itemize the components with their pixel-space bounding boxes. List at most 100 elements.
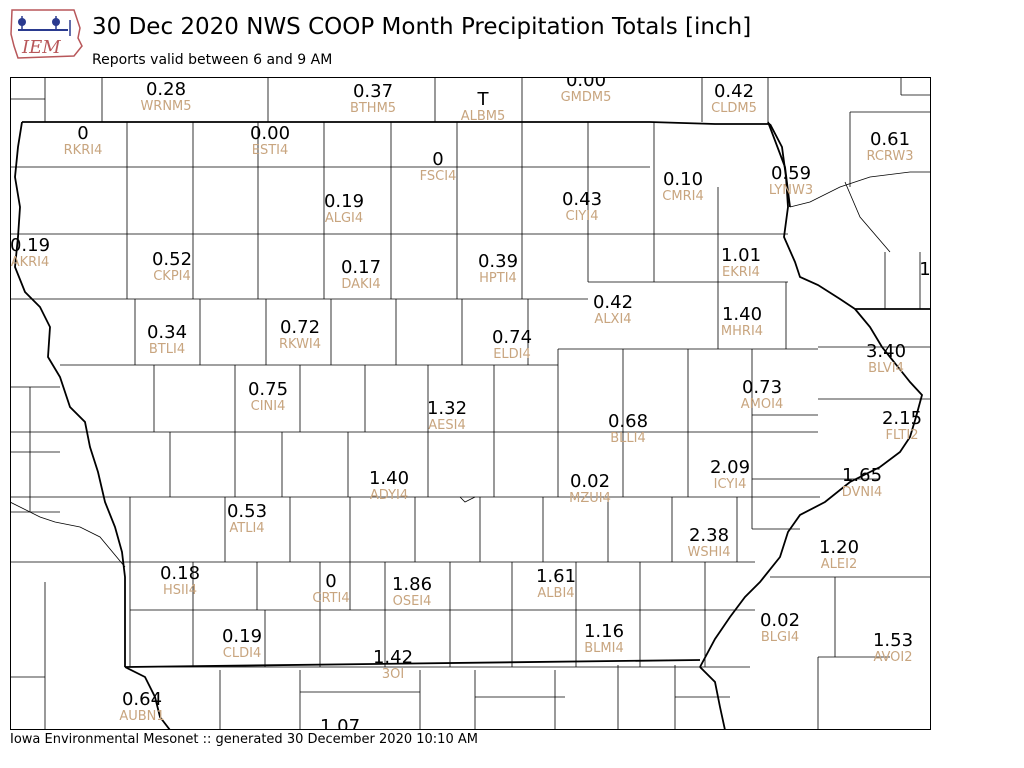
station-id: HPTI4	[479, 271, 517, 286]
station-value: 1.65	[841, 465, 883, 486]
station-value: 0.72	[279, 317, 321, 338]
station-value: 0.34	[146, 322, 188, 343]
station-ciyi4: 0.43 CIYI4	[522, 191, 642, 224]
iem-iowa-logo-icon: IEM	[10, 9, 83, 59]
station-alxi4: 0.42 ALXI4	[553, 294, 673, 327]
station-value: 0.68	[607, 411, 649, 432]
station-crti4: 0 CRTI4	[271, 571, 391, 606]
station-id: BTHM5	[349, 101, 397, 116]
station-cldi4: 0.19 CLDI4	[182, 626, 302, 661]
station-value: 1.61	[535, 566, 577, 587]
station-value: 0.18	[159, 563, 201, 584]
station-id: FLTI2	[885, 428, 919, 443]
station-id: ICYI4	[713, 477, 747, 492]
station-3oi: 1.42 3OI	[333, 647, 453, 682]
station-value: 1.20	[818, 537, 860, 558]
station-value: 0.02	[759, 610, 801, 631]
station-value: 1.32	[426, 398, 468, 419]
station-value: 0.73	[741, 377, 783, 398]
station-value: 2.09	[709, 457, 751, 478]
station-value: 1.40	[721, 304, 763, 325]
station-atli4: 0.53 ATLI4	[187, 501, 307, 536]
station-value: 1	[919, 259, 931, 280]
station-value: 0	[325, 571, 337, 592]
station-value: 1.07	[319, 716, 361, 731]
station-aubn1: 0.64 AUBN1	[82, 691, 202, 724]
footer-credit: Iowa Environmental Mesonet :: generated …	[10, 732, 478, 747]
station-btli4: 0.34 BTLI4	[107, 322, 227, 357]
station-rcrw3: 0.61 RCRW3	[830, 131, 931, 164]
station-id: RKRI4	[63, 143, 103, 158]
station-id: ELDI4	[493, 347, 531, 362]
station-id: DAKI4	[341, 277, 381, 292]
station-id: MHRI4	[720, 324, 764, 339]
station-value: 0.74	[491, 327, 533, 348]
station-value: 0.28	[145, 79, 187, 100]
station-id: HSII4	[163, 583, 197, 598]
iem-logo: IEM	[8, 6, 84, 60]
station-value: 0.19	[323, 191, 365, 212]
station-id: WRNM5	[140, 99, 192, 114]
station-flti2: 2.15 FLTI2	[842, 408, 931, 443]
station-value: 1.86	[391, 574, 433, 595]
station-cini4: 0.75 CINI4	[208, 381, 328, 414]
station-id: ALBM5	[460, 109, 506, 124]
station-value: 0.00	[565, 77, 607, 91]
station-value: 0.19	[221, 626, 263, 647]
station-dvni4: 1.65 DVNI4	[802, 465, 922, 500]
station-value: 1.42	[372, 647, 414, 668]
station-amoi4: 0.73 AMOI4	[702, 377, 822, 412]
station-value: T	[477, 89, 489, 110]
station-id: EKRI4	[722, 265, 760, 280]
station-value: 0.37	[352, 81, 394, 102]
station-value: 0	[432, 149, 444, 170]
station-id: BLGI4	[760, 630, 800, 645]
station-id: CLDM5	[711, 101, 757, 116]
station-rkwi4: 0.72 RKWI4	[240, 317, 360, 352]
station-value: 0.52	[151, 249, 193, 270]
station-albm5: T ALBM5	[423, 89, 543, 124]
station-value: 2.15	[881, 408, 923, 429]
station-value: 0.42	[713, 81, 755, 102]
station-ekri4: 1.01 EKRI4	[681, 247, 801, 280]
station-hpti4: 0.39 HPTI4	[438, 253, 558, 286]
station-value: 1.53	[872, 630, 914, 651]
station-value: 0.53	[226, 501, 268, 522]
station-eldi4: 0.74 ELDI4	[452, 327, 572, 362]
station-id: AKRI4	[10, 255, 50, 270]
station-lynw3: 0.59 LYNW3	[731, 163, 851, 198]
station-akri4: 0.19 AKRI4	[10, 235, 90, 270]
page-subtitle: Reports valid between 6 and 9 AM	[92, 52, 333, 68]
station-value: 0.10	[662, 169, 704, 190]
station-value: 0.19	[10, 235, 51, 256]
station-albi4: 1.61 ALBI4	[496, 566, 616, 601]
station-osei4: 1.86 OSEI4	[352, 574, 472, 609]
rivers	[10, 171, 931, 568]
station-bthm5: 0.37 BTHM5	[313, 81, 433, 116]
station-value: 0.02	[569, 471, 611, 492]
station-id: ADYI4	[369, 488, 409, 503]
station-aesi4: 1.32 AESI4	[387, 398, 507, 433]
station-edge-47: 1	[865, 261, 931, 279]
station-id: OSEI4	[392, 594, 432, 609]
station-id: CRTI4	[312, 591, 350, 606]
station-id: ALXI4	[594, 312, 632, 327]
station-id: AMOI4	[740, 397, 784, 412]
logo-text: IEM	[21, 37, 61, 58]
station-id: GMDM5	[560, 90, 612, 105]
station-value: 0.59	[770, 163, 812, 184]
station-value: 0.00	[249, 123, 291, 144]
map-base	[10, 77, 931, 730]
station-rkri4: 0 RKRI4	[23, 125, 143, 158]
precipitation-map: 0.28 WRNM5 0.37 BTHM5 T ALBM5 0.00 GMDM5 0.42 CLD…	[10, 77, 931, 730]
station-id: ATLI4	[229, 521, 265, 536]
station-cldm5: 0.42 CLDM5	[674, 81, 794, 116]
station-id: AVOI2	[873, 650, 913, 665]
station-mhri4: 1.40 MHRI4	[682, 304, 802, 339]
station-value: 0.17	[340, 257, 382, 278]
station-id: CLDI4	[222, 646, 262, 661]
county-lines	[10, 77, 931, 730]
station-blgi4: 0.02 BLGI4	[720, 610, 840, 645]
station-avoi2: 1.53 AVOI2	[833, 630, 931, 665]
station-cmri4: 0.10 CMRI4	[623, 169, 743, 204]
